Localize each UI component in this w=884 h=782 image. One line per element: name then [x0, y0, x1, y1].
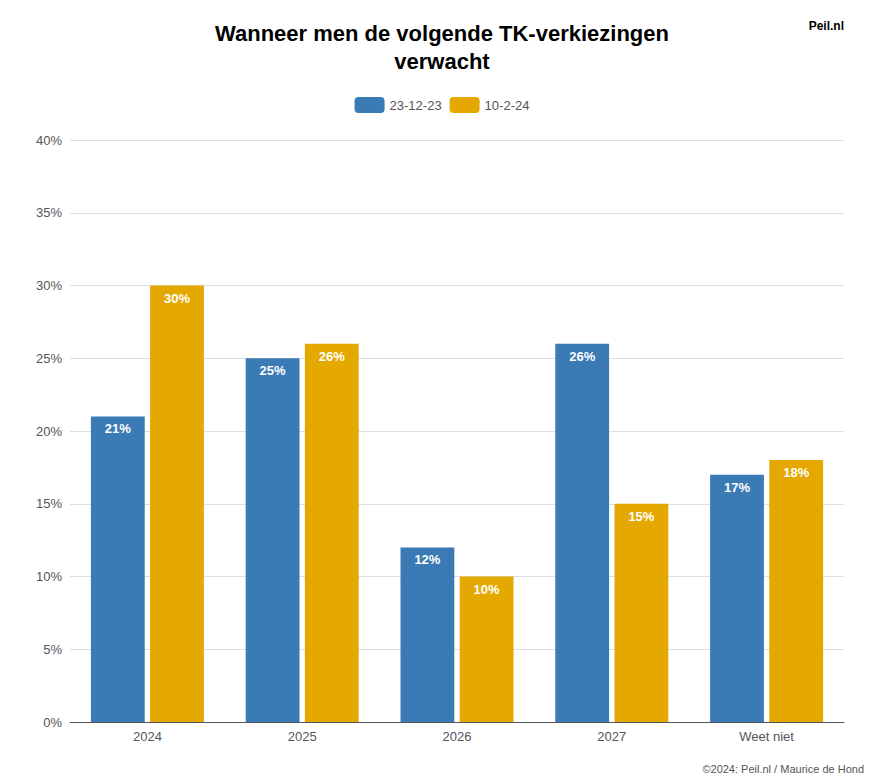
svg-text:2027: 2027: [597, 729, 626, 744]
svg-text:17%: 17%: [724, 480, 750, 495]
svg-text:25%: 25%: [36, 351, 62, 366]
svg-text:10%: 10%: [474, 582, 500, 597]
svg-text:2026: 2026: [443, 729, 472, 744]
svg-text:Wanneer men de volgende TK-ver: Wanneer men de volgende TK-verkiezingen: [215, 21, 669, 46]
svg-text:2024: 2024: [133, 729, 162, 744]
svg-text:20%: 20%: [36, 424, 62, 439]
svg-text:30%: 30%: [164, 291, 190, 306]
svg-text:15%: 15%: [628, 509, 654, 524]
svg-text:35%: 35%: [36, 205, 62, 220]
svg-text:26%: 26%: [319, 349, 345, 364]
svg-text:©2024: Peil.nl / Maurice de Ho: ©2024: Peil.nl / Maurice de Hond: [702, 763, 864, 775]
svg-text:25%: 25%: [260, 363, 286, 378]
svg-text:10%: 10%: [36, 569, 62, 584]
svg-text:26%: 26%: [569, 349, 595, 364]
svg-text:30%: 30%: [36, 278, 62, 293]
svg-text:23-12-23: 23-12-23: [390, 98, 442, 113]
svg-text:Weet niet: Weet niet: [739, 729, 794, 744]
svg-text:12%: 12%: [414, 552, 440, 567]
svg-text:0%: 0%: [43, 715, 62, 730]
svg-text:21%: 21%: [105, 421, 131, 436]
svg-text:18%: 18%: [783, 465, 809, 480]
svg-text:40%: 40%: [36, 133, 62, 148]
svg-text:verwacht: verwacht: [394, 49, 490, 74]
svg-text:15%: 15%: [36, 496, 62, 511]
svg-text:2025: 2025: [288, 729, 317, 744]
svg-text:10-2-24: 10-2-24: [485, 98, 530, 113]
svg-text:Peil.nl: Peil.nl: [809, 19, 844, 33]
svg-text:5%: 5%: [43, 642, 62, 657]
